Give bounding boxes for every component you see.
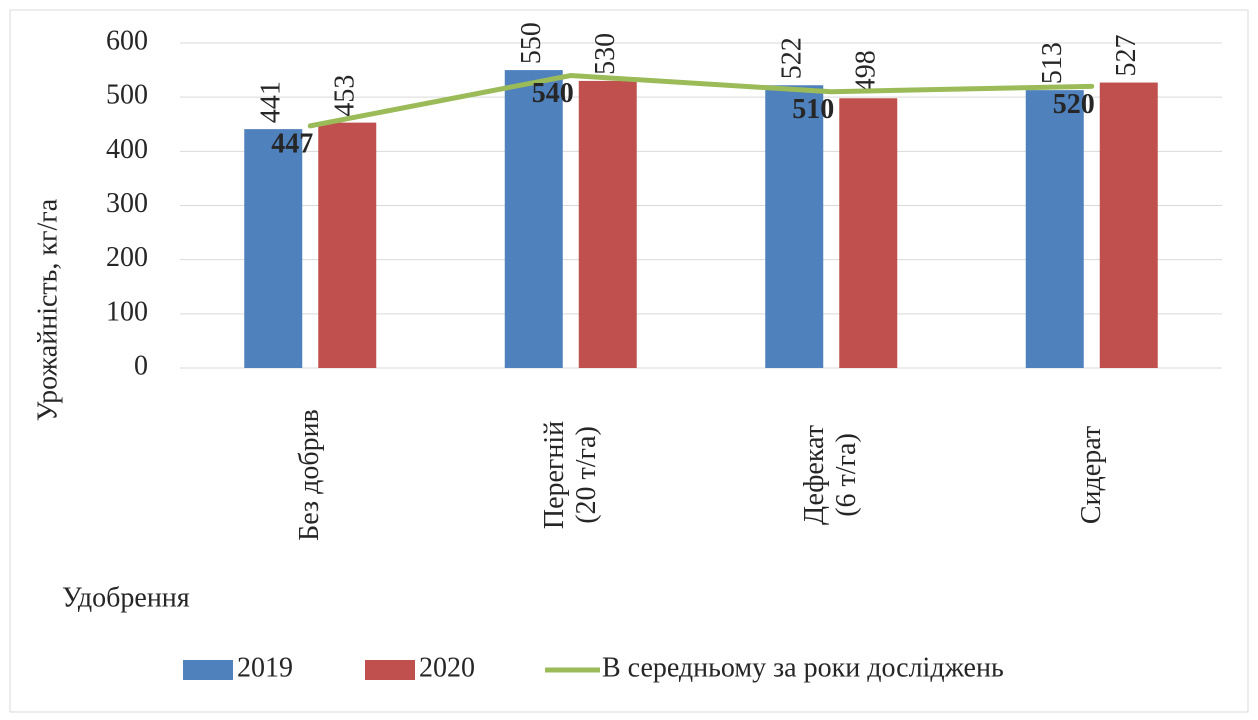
x-tick-label: Перегній (20 т/га) (538, 420, 602, 530)
line-value-label: 447 (271, 128, 313, 159)
bar (318, 122, 377, 368)
bar (578, 80, 637, 369)
value-label: 498 (851, 50, 882, 92)
value-label: 441 (256, 81, 287, 123)
bar (1099, 82, 1158, 369)
legend-label: В середньому за роки досліджень (602, 652, 1004, 683)
bar (1025, 90, 1084, 368)
legend-swatch (183, 660, 233, 680)
y-tick-label: 600 (106, 25, 148, 56)
y-tick-label: 0 (134, 350, 148, 381)
legend-label: 2020 (419, 652, 475, 683)
x-tick-label: Дефекат (6 т/га) (799, 425, 863, 525)
y-tick-label: 100 (106, 296, 148, 327)
legend-swatch (365, 660, 415, 680)
y-tick-label: 200 (106, 242, 148, 273)
value-label: 530 (590, 33, 621, 75)
y-axis-title: Урожайність, кг/га (32, 198, 63, 421)
value-label: 527 (1111, 35, 1142, 77)
x-axis-title: Удобрення (62, 582, 190, 613)
value-label: 453 (330, 75, 361, 117)
y-tick-label: 300 (106, 188, 148, 219)
value-label: 522 (777, 37, 808, 79)
line (307, 72, 1095, 129)
bar (839, 98, 898, 368)
value-label: 513 (1037, 42, 1068, 84)
line-value-label: 540 (532, 78, 574, 109)
x-tick-label: Сидерат (1075, 425, 1107, 525)
x-tick-label: Без добрив (294, 409, 326, 541)
value-label: 550 (516, 22, 547, 64)
bar (765, 85, 824, 368)
line-value-label: 510 (792, 94, 834, 125)
line-value-label: 520 (1053, 89, 1095, 120)
bar (504, 70, 563, 368)
bar (244, 129, 303, 368)
legend-label: 2019 (237, 652, 293, 683)
y-tick-label: 400 (106, 134, 148, 165)
y-tick-label: 500 (106, 80, 148, 111)
